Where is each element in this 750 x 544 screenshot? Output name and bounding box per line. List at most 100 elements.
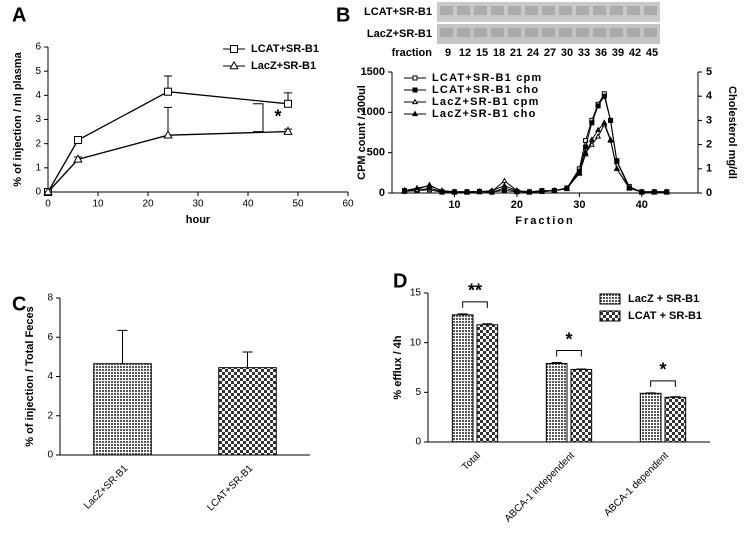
blot-fraction: 21: [510, 47, 522, 59]
blot-fraction: 33: [578, 47, 590, 59]
x-tick-label: 30: [192, 199, 204, 210]
significance-bracket: [253, 103, 264, 133]
blot-spot: [508, 28, 521, 37]
y-tick-label: 15: [410, 288, 422, 299]
blot-fraction: 15: [476, 47, 488, 59]
blot-spot: [525, 28, 538, 37]
legend-label: LCAT+SR-B1 cho: [432, 84, 539, 96]
marker: [501, 188, 507, 194]
bar: [218, 367, 277, 456]
x-tick-label: 40: [636, 199, 648, 211]
bar: [451, 314, 474, 443]
blot-spot: [508, 6, 521, 15]
y-tick-label: 3: [35, 114, 41, 125]
y-tick-label: 8: [47, 293, 53, 304]
bar: [476, 324, 499, 443]
blot-spot: [474, 6, 487, 15]
blot-spot: [440, 6, 453, 15]
marker: [229, 60, 239, 70]
x-axis-label: Fraction: [515, 215, 574, 227]
marker: [164, 87, 172, 96]
marker: [563, 184, 570, 191]
y-tick-label: 0: [35, 187, 41, 198]
marker: [526, 188, 533, 194]
marker: [607, 136, 614, 142]
marker: [411, 110, 419, 117]
blot-spot: [593, 28, 606, 37]
y-tick-label: 2: [35, 138, 41, 149]
legend-label: LacZ+SR-B1 cho: [432, 108, 537, 120]
panel-letter: C: [12, 293, 26, 315]
blot-spot: [525, 6, 538, 15]
y2-tick-label: 0: [706, 187, 712, 199]
x-tick-label: ABCA-1 independent: [503, 450, 577, 524]
blot-spot: [559, 6, 572, 15]
significance-bracket: [650, 380, 676, 387]
bar: [545, 363, 568, 443]
blot-spot: [627, 6, 640, 15]
marker: [583, 144, 589, 150]
marker: [551, 187, 558, 193]
blot-row-label: LacZ+SR-B1: [367, 28, 432, 40]
y-axis-label: % efflux / 4h: [392, 335, 404, 399]
y-tick-label: 0: [47, 450, 53, 461]
marker: [513, 187, 520, 193]
marker: [43, 186, 53, 196]
blot-fraction: 27: [544, 47, 556, 59]
significance-mark: *: [565, 329, 572, 349]
blot-fraction: 30: [561, 47, 573, 59]
marker: [501, 177, 508, 183]
marker: [401, 187, 408, 193]
blot-spot: [457, 6, 470, 15]
marker: [595, 133, 602, 139]
marker: [412, 75, 418, 81]
panel-letter: D: [393, 270, 407, 292]
marker: [411, 98, 419, 105]
series-line: [47, 91, 289, 193]
y-tick-label: 1500: [361, 66, 385, 78]
y-tick-label: 1000: [361, 106, 385, 118]
marker: [582, 150, 589, 157]
blot-spot: [440, 28, 453, 37]
blot-spot: [644, 28, 657, 37]
x-tick-label: Total: [460, 450, 483, 473]
legend-label: LCAT+SR-B1: [251, 43, 319, 55]
marker: [284, 99, 292, 108]
legend-label: LacZ+SR-B1: [251, 60, 316, 72]
y-tick-label: 0: [415, 437, 421, 448]
marker: [438, 187, 446, 193]
y2-tick-label: 5: [706, 66, 712, 78]
marker: [626, 184, 633, 191]
marker: [589, 120, 595, 126]
bar: [639, 392, 662, 443]
blot-row-label: LCAT+SR-B1: [364, 6, 432, 18]
y-tick-label: 5: [415, 387, 421, 398]
legend-label: LCAT + SR-B1: [628, 310, 702, 322]
bar: [570, 368, 593, 443]
marker: [488, 187, 495, 193]
blot-fraction: 9: [445, 47, 451, 59]
significance-mark: *: [274, 106, 281, 126]
marker: [613, 165, 620, 171]
marker: [588, 141, 595, 147]
blot-spot: [576, 6, 589, 15]
panel-letter: B: [336, 4, 350, 26]
marker: [163, 129, 173, 139]
marker: [538, 188, 545, 194]
y-tick-label: 4: [35, 90, 41, 101]
marker: [451, 188, 458, 194]
panel-letter: A: [12, 4, 26, 26]
marker: [412, 87, 418, 93]
bar: [664, 396, 687, 443]
marker: [601, 119, 608, 125]
y-axis-label: CPM count / 200ul: [356, 85, 368, 180]
blot-spot: [559, 28, 572, 37]
y2-tick-label: 1: [706, 163, 712, 175]
error-bar: [242, 351, 253, 368]
x-axis-label: hour: [186, 214, 211, 226]
bar: [93, 363, 152, 456]
blot-spot: [610, 6, 623, 15]
y-axis-label: % of injection / ml plasma: [12, 51, 24, 186]
marker: [663, 188, 670, 194]
